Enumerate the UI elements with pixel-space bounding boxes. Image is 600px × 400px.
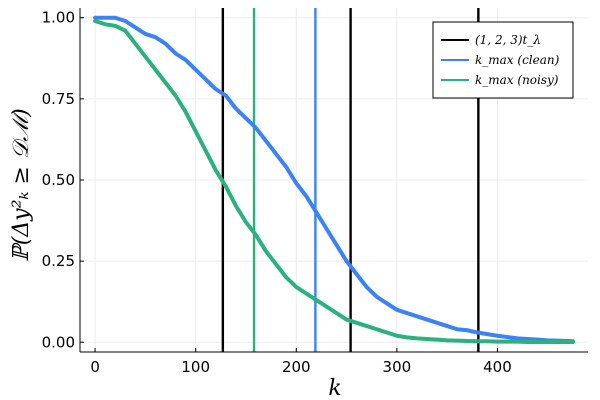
- legend-label-1: k_max (clean): [475, 53, 560, 67]
- series-line-1: [93, 18, 575, 344]
- y-axis-ticks: 0.00 0.25 0.50 0.75 1.00: [42, 9, 84, 351]
- legend-label-0: (1, 2, 3)t_λ: [475, 33, 541, 47]
- vertical-reference-lines: [221, 8, 480, 352]
- y-tick-label-1: 0.25: [42, 252, 75, 270]
- y-tick-label-0: 0.00: [42, 333, 75, 351]
- legend: (1, 2, 3)t_λ k_max (clean) k_max (noisy): [432, 21, 574, 99]
- series-line-0: [93, 15, 575, 344]
- x-axis-ticks: 0 100 200 300 400: [90, 348, 512, 376]
- y-tick-label-3: 0.75: [42, 90, 75, 108]
- x-tick-label-3: 300: [383, 358, 412, 376]
- series-lines: [93, 15, 575, 344]
- y-tick-label-2: 0.50: [42, 171, 75, 189]
- x-tick-label-1: 100: [181, 358, 210, 376]
- y-axis-label: ℙ(Δy²ₖ ≥ 𝒟ℳ): [9, 108, 34, 262]
- x-tick-label-4: 400: [483, 358, 512, 376]
- legend-label-2: k_max (noisy): [475, 73, 559, 87]
- y-tick-label-4: 1.00: [42, 9, 75, 27]
- grid-lines: [80, 8, 588, 352]
- x-tick-label-0: 0: [90, 358, 100, 376]
- x-tick-label-2: 200: [282, 358, 311, 376]
- x-axis-label: k: [328, 376, 341, 400]
